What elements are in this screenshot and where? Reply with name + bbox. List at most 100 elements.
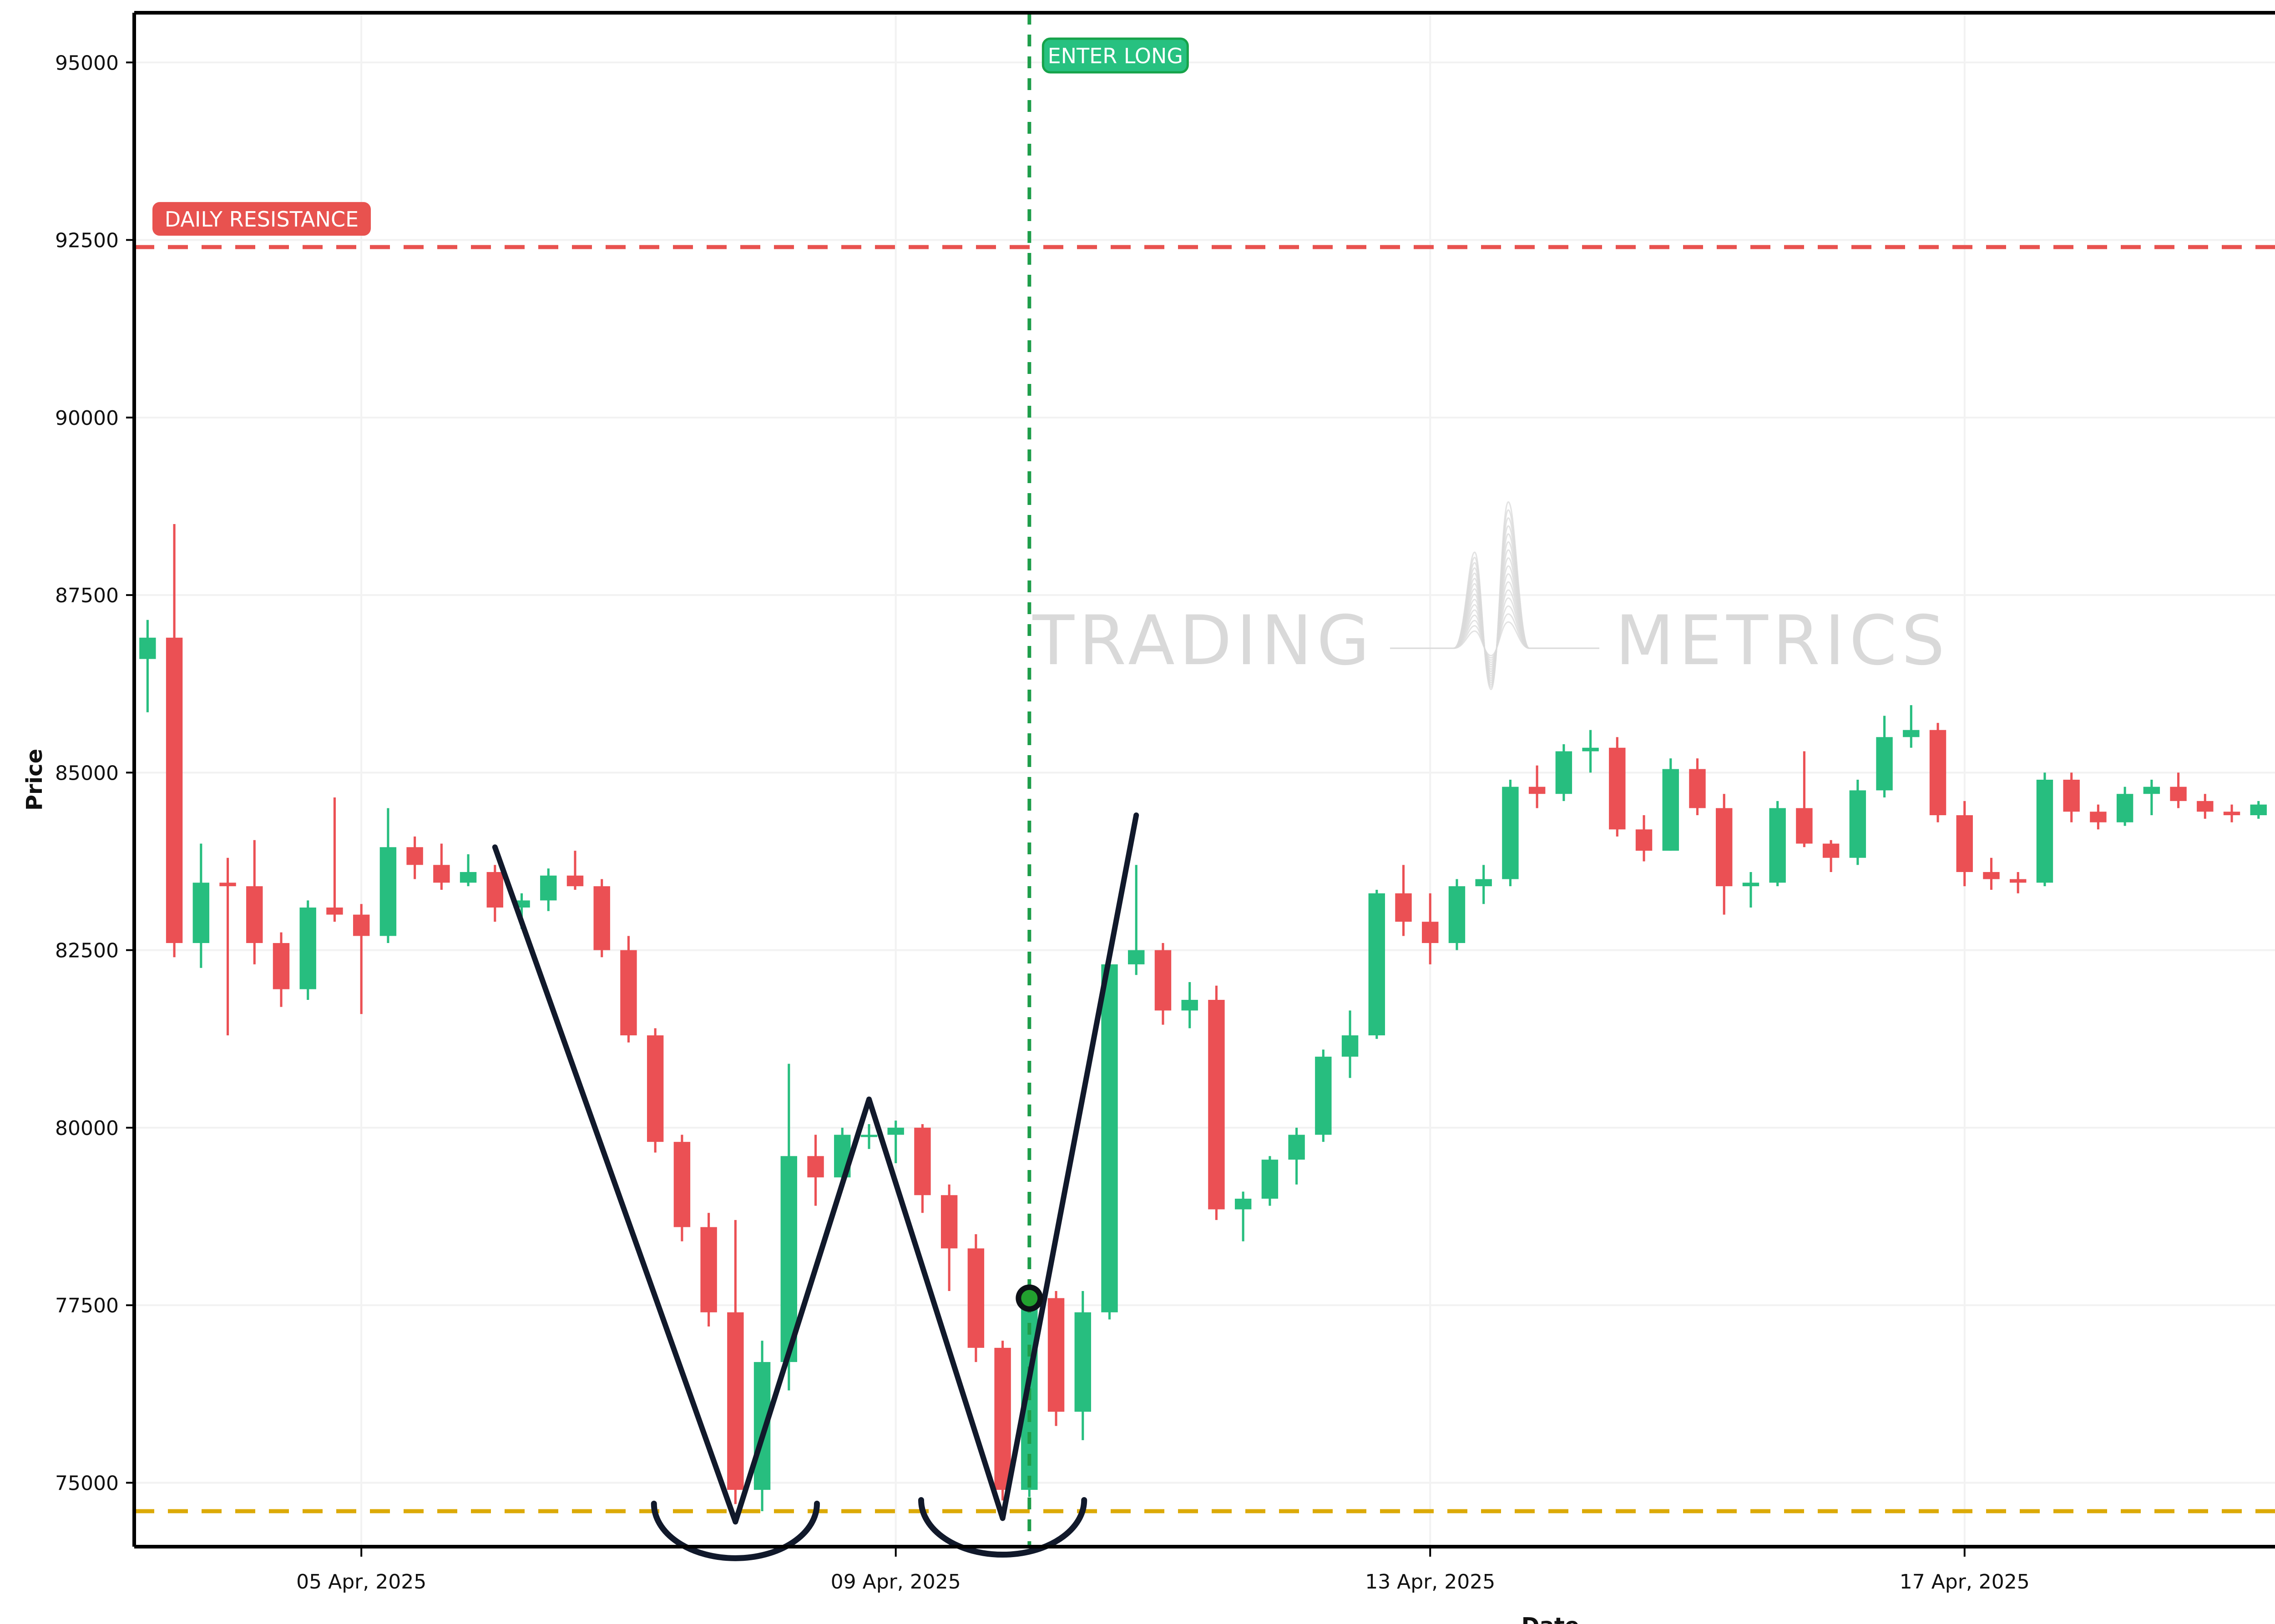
candle-body bbox=[2036, 780, 2053, 883]
candle-body bbox=[1822, 843, 1840, 858]
candle-body bbox=[940, 1195, 958, 1249]
candlestick bbox=[1208, 985, 1225, 1220]
x-axis-tick-label: 13 Apr, 2025 bbox=[1365, 1570, 1495, 1594]
daily-resistance-badge-label: DAILY RESISTANCE bbox=[165, 207, 359, 232]
candlestick bbox=[967, 1234, 985, 1362]
candlestick bbox=[2063, 772, 2080, 822]
candle-body bbox=[1609, 747, 1626, 830]
watermark-text-right: METRICS bbox=[1615, 601, 1949, 681]
candle-body bbox=[2197, 801, 2214, 812]
candlestick bbox=[647, 1028, 664, 1153]
candle-body bbox=[566, 875, 584, 887]
candlestick bbox=[1662, 758, 1679, 851]
candle-body bbox=[1315, 1056, 1332, 1135]
candle-body bbox=[1181, 999, 1198, 1011]
candlestick bbox=[1983, 857, 2000, 890]
candlestick bbox=[2170, 772, 2187, 808]
candle-body bbox=[1742, 883, 1759, 887]
candle-body bbox=[1368, 893, 1385, 1035]
candle-body bbox=[460, 872, 477, 883]
watermark-pulse-icon bbox=[1390, 597, 1599, 663]
candle-body bbox=[1502, 787, 1519, 879]
candlestick bbox=[566, 851, 584, 890]
candle-body bbox=[914, 1127, 931, 1195]
candle-body bbox=[1555, 751, 1572, 794]
candle-body bbox=[1716, 808, 1733, 887]
candle-body bbox=[2170, 787, 2187, 801]
candle-body bbox=[860, 1135, 878, 1137]
candlestick bbox=[1181, 982, 1198, 1029]
x-axis-tick-label: 17 Apr, 2025 bbox=[1900, 1570, 2030, 1594]
enter-long-badge[interactable]: ENTER LONG bbox=[1041, 37, 1189, 74]
daily-resistance-badge[interactable]: DAILY RESISTANCE bbox=[152, 202, 371, 236]
watermark-pulse-icon bbox=[1390, 605, 1599, 661]
candle-body bbox=[1154, 950, 1172, 1011]
candle-body bbox=[2090, 812, 2107, 822]
candlestick bbox=[433, 843, 450, 890]
candle-body bbox=[1582, 747, 1599, 751]
candle-body bbox=[647, 1035, 664, 1142]
candlestick bbox=[1689, 758, 1706, 816]
candle-body bbox=[1074, 1312, 1091, 1412]
watermark-pulse-icon bbox=[1390, 589, 1599, 666]
candlestick bbox=[1555, 744, 1572, 801]
candlestick bbox=[379, 808, 397, 943]
candle-body bbox=[1448, 886, 1466, 943]
candlestick bbox=[192, 843, 210, 968]
candle-body bbox=[353, 914, 370, 936]
candlestick bbox=[326, 797, 343, 922]
candlestick bbox=[1635, 815, 1653, 862]
candle-body bbox=[540, 875, 557, 901]
candle-body bbox=[1234, 1199, 1252, 1210]
candlestick bbox=[1742, 872, 1759, 908]
candle-body bbox=[2143, 787, 2160, 794]
y-axis-tick-label: 77500 bbox=[55, 1294, 119, 1317]
double-bottom-arc bbox=[651, 1500, 820, 1562]
candle-body bbox=[994, 1347, 1011, 1490]
candlestick bbox=[1047, 1291, 1065, 1426]
candlestick bbox=[1288, 1127, 1305, 1185]
candle-body bbox=[620, 950, 637, 1035]
candle-body bbox=[166, 637, 183, 943]
candle-body bbox=[807, 1156, 824, 1178]
candle-body bbox=[1101, 964, 1118, 1312]
candle-body bbox=[1128, 950, 1145, 964]
candle-body bbox=[1796, 808, 1813, 844]
candlestick bbox=[1716, 794, 1733, 915]
y-axis-tick-label: 92500 bbox=[55, 229, 119, 252]
candlestick bbox=[1234, 1191, 1252, 1241]
candlestick bbox=[486, 865, 504, 922]
candle-body bbox=[219, 883, 236, 887]
candlestick bbox=[139, 620, 156, 712]
candle-body bbox=[246, 886, 263, 943]
candlestick bbox=[887, 1120, 904, 1163]
watermark-pulse-icon bbox=[1390, 581, 1599, 668]
candlestick bbox=[2197, 794, 2214, 819]
watermark-pulse-icon bbox=[1390, 501, 1599, 690]
y-axis-title: Price bbox=[22, 749, 47, 811]
candlestick bbox=[2250, 801, 2267, 819]
candlestick bbox=[1876, 716, 1893, 798]
candlestick bbox=[1315, 1049, 1332, 1142]
candle-body bbox=[967, 1248, 985, 1348]
candle-body bbox=[1983, 872, 2000, 879]
candlestick bbox=[1448, 879, 1466, 950]
candlestick bbox=[2143, 780, 2160, 816]
candle-body bbox=[1903, 730, 1920, 737]
candle-body bbox=[727, 1312, 744, 1490]
watermark-text-left: TRADING bbox=[1032, 601, 1374, 681]
candlestick bbox=[1903, 705, 1920, 748]
candle-body bbox=[273, 943, 290, 989]
candlestick bbox=[914, 1124, 931, 1213]
candlestick bbox=[1341, 1010, 1359, 1078]
y-axis-tick-label: 80000 bbox=[55, 1117, 119, 1140]
candle-body bbox=[1849, 790, 1866, 858]
candlestick bbox=[593, 879, 610, 958]
candle-body bbox=[1956, 815, 1973, 872]
candle-body bbox=[299, 908, 316, 989]
candle-body bbox=[2010, 879, 2027, 883]
candlestick bbox=[299, 900, 316, 1000]
enter-long-badge-bg bbox=[1041, 37, 1189, 74]
candlestick bbox=[1128, 865, 1145, 975]
candle-body bbox=[1261, 1160, 1279, 1199]
